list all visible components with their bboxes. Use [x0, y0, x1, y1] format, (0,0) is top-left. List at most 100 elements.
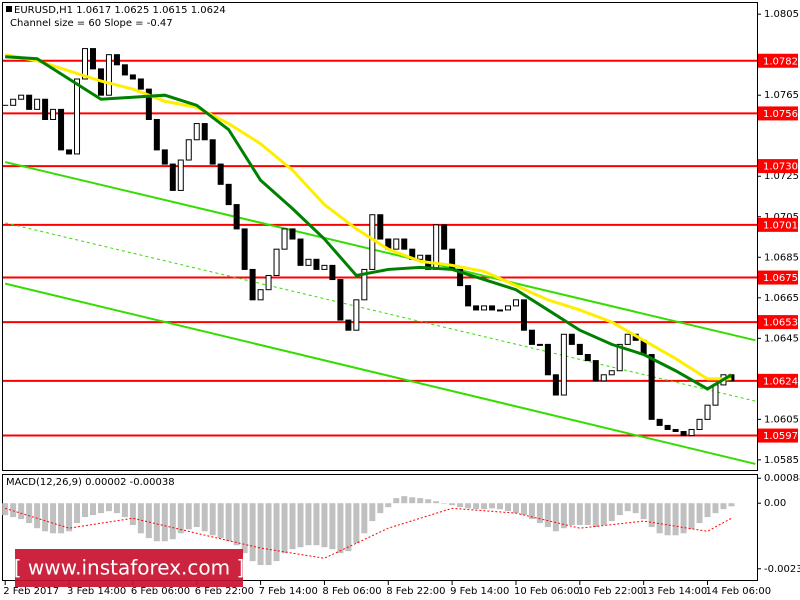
candle [536, 343, 543, 346]
candle [568, 333, 575, 345]
level-label-box [758, 373, 798, 388]
x-tick-label: 3 Feb 14:00 [67, 586, 126, 597]
level-label: 1.0675 [763, 273, 798, 284]
macd-bar [409, 497, 416, 504]
macd-bar [512, 503, 519, 514]
candle [353, 299, 360, 331]
candle [560, 333, 567, 396]
candle [417, 254, 424, 260]
channel-line [5, 222, 756, 402]
macd-bar [337, 503, 344, 554]
macd-bar [121, 503, 128, 518]
macd-bar [273, 503, 280, 562]
macd-bar [449, 503, 456, 506]
macd-bar [481, 503, 488, 510]
candle [249, 268, 256, 301]
macd-bar [528, 503, 535, 520]
candle [233, 204, 240, 230]
macd-bar [688, 503, 695, 530]
macd-bar [105, 503, 112, 512]
candle [377, 214, 384, 240]
macd-bar [401, 496, 408, 504]
macd-bar [704, 503, 711, 518]
macd-bar [185, 503, 192, 530]
candle [648, 354, 655, 420]
candle [624, 333, 631, 345]
macd-bar [504, 503, 511, 512]
candle [528, 329, 535, 345]
macd-bar [233, 503, 240, 546]
candle [169, 163, 176, 191]
candle [680, 431, 687, 437]
candle [265, 275, 272, 291]
macd-bar [377, 503, 384, 514]
macd-bar [536, 503, 543, 524]
macd-bar [600, 503, 607, 526]
candle [225, 183, 232, 206]
candle [193, 123, 200, 141]
macd-panel-frame [2, 474, 758, 581]
candle [217, 163, 224, 185]
macd-bar [584, 503, 591, 526]
level-label-box [758, 53, 798, 68]
macd-bar [153, 503, 160, 542]
y-tick-label: 1.0805 [764, 9, 799, 20]
candle [712, 384, 719, 406]
macd-bar [361, 503, 368, 534]
macd-bar [193, 503, 200, 528]
macd-signal [5, 507, 732, 559]
candle [401, 238, 408, 250]
macd-bar [321, 503, 328, 548]
candle [393, 238, 400, 250]
candle [26, 94, 33, 110]
candle [616, 343, 623, 372]
candle [337, 279, 344, 321]
candle [313, 258, 320, 270]
macd-bar [58, 503, 65, 534]
macd-bar [544, 503, 551, 528]
y-tick-label: 1.0665 [764, 293, 799, 304]
macd-bar [680, 503, 687, 534]
candle [600, 374, 607, 382]
macd-bar [217, 503, 224, 539]
candle [608, 370, 615, 376]
level-label-box [758, 315, 798, 330]
candle [281, 228, 288, 250]
candle [576, 343, 583, 356]
level-label: 1.0756 [763, 109, 798, 120]
macd-bar [672, 503, 679, 536]
candle [89, 48, 96, 70]
candle [297, 238, 304, 266]
x-tick-label: 10 Feb 22:00 [578, 586, 644, 597]
level-label: 1.0624 [763, 376, 798, 387]
candle [329, 264, 336, 281]
y-tick-label: 0.00 [764, 498, 786, 509]
candle [34, 98, 41, 110]
macd-bar [329, 503, 336, 550]
candle [704, 404, 711, 420]
macd-bar [417, 498, 424, 504]
macd-bar [297, 503, 304, 548]
macd-bar [345, 503, 352, 552]
candle [185, 139, 192, 161]
candle [66, 149, 73, 155]
candle [473, 305, 480, 311]
macd-bar [624, 503, 631, 512]
candle [696, 418, 703, 430]
macd-bar [728, 503, 735, 507]
macd-bar [576, 503, 583, 526]
candle [465, 285, 472, 307]
macd-bar [497, 503, 504, 510]
candle [664, 424, 671, 430]
candle [177, 159, 184, 191]
x-tick-label: 7 Feb 14:00 [259, 586, 318, 597]
watermark: [ www.instaforex.com ] [14, 556, 245, 580]
symbol-icon [6, 6, 12, 12]
macd-bar [10, 503, 17, 518]
moving-average [4, 53, 732, 381]
macd-bar [473, 503, 480, 510]
macd-bar [209, 503, 216, 536]
chart-subtitle: Channel size = 60 Slope = -0.47 [10, 18, 173, 29]
channel-line [4, 282, 756, 465]
x-tick-label: 9 Feb 14:00 [450, 586, 509, 597]
